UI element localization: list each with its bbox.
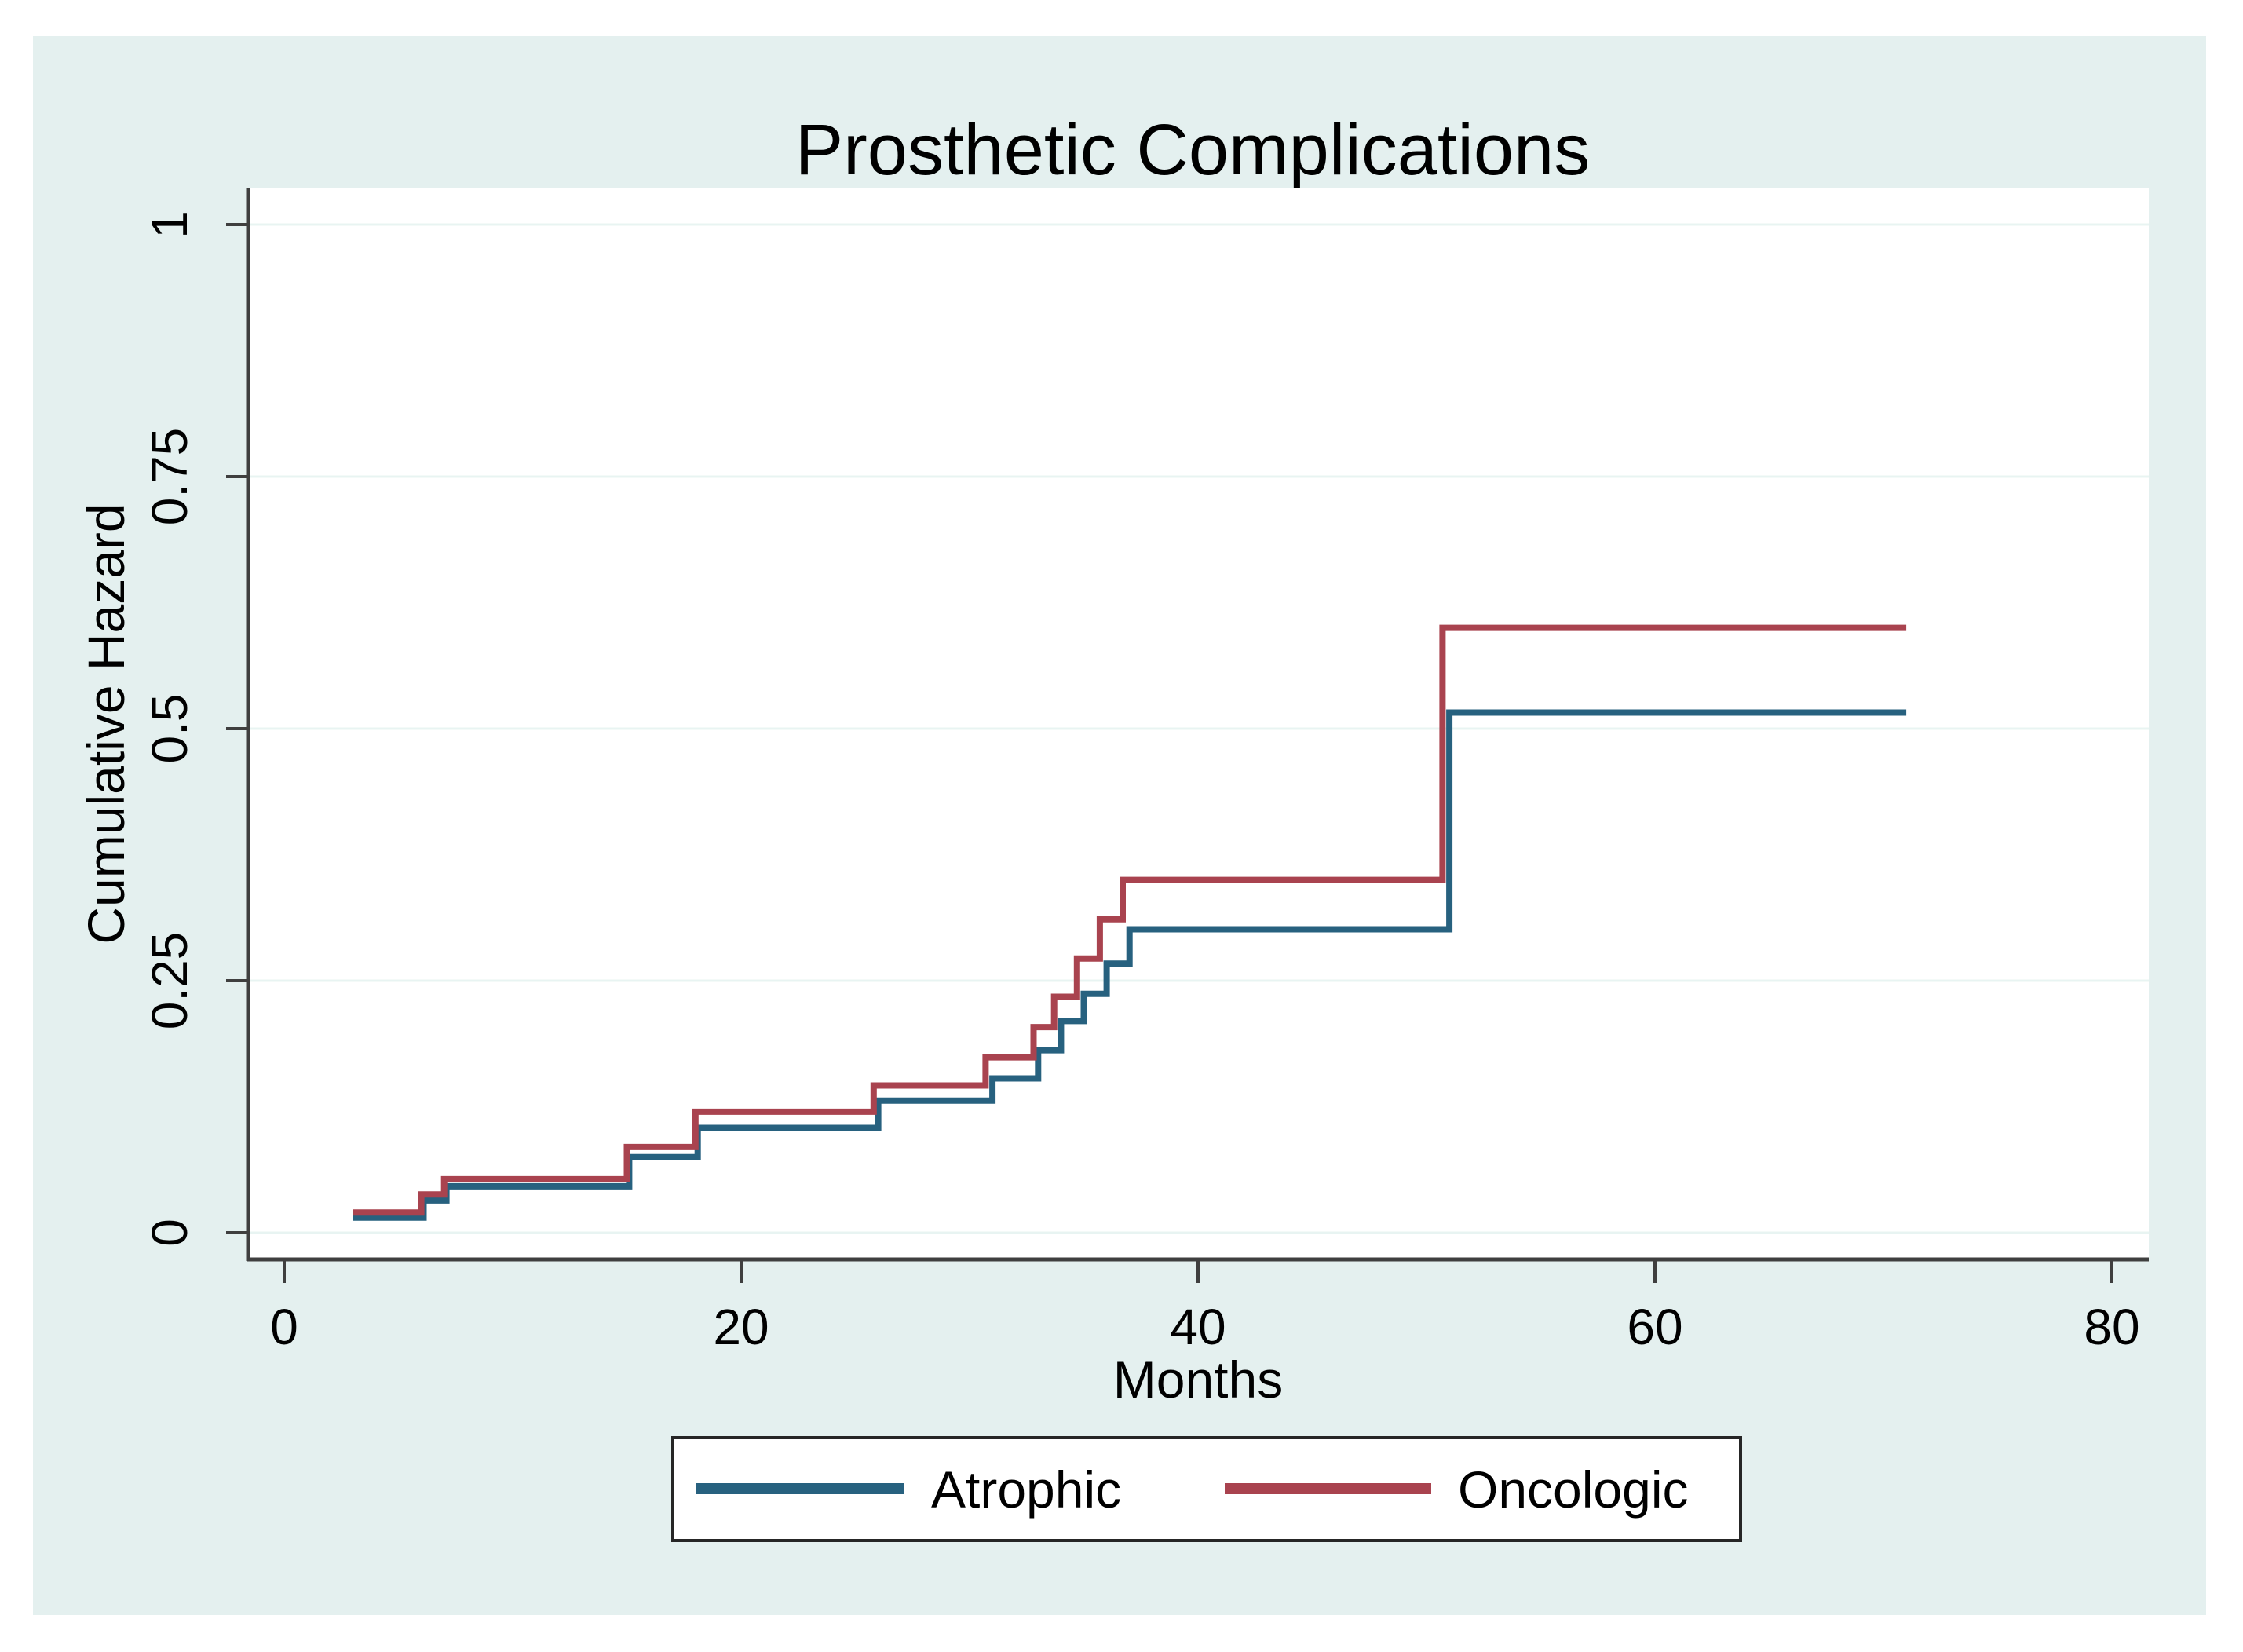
- x-tick-label-60: 60: [1627, 1299, 1682, 1355]
- series-lines: [353, 624, 1907, 1221]
- x-axis-title: Months: [1113, 1350, 1283, 1409]
- legend: Atrophic Oncologic: [671, 1436, 1742, 1542]
- series-line-atrophic: [353, 709, 1907, 1221]
- legend-label-atrophic: Atrophic: [931, 1460, 1121, 1519]
- x-tick-label-80: 80: [2084, 1299, 2139, 1355]
- y-axis-title: Cumulative Hazard: [77, 503, 135, 944]
- y-tick-label-0.75: 0.75: [141, 428, 198, 526]
- gridlines: [248, 223, 2149, 1234]
- y-axis-ticks: 0 0.25 0.5 0.75 1: [141, 210, 248, 1247]
- x-tick-label-40: 40: [1170, 1299, 1226, 1355]
- x-tick-label-0: 0: [270, 1299, 298, 1355]
- series-line-oncologic: [353, 624, 1907, 1216]
- y-tick-label-1: 1: [141, 210, 198, 239]
- legend-label-oncologic: Oncologic: [1458, 1460, 1689, 1519]
- y-tick-label-0.5: 0.5: [141, 694, 198, 764]
- x-tick-label-20: 20: [713, 1299, 769, 1355]
- plot-area: [248, 188, 2149, 1259]
- chart-title: Prosthetic Complications: [795, 110, 1590, 190]
- x-axis-ticks: 0 20 40 60 80: [270, 1259, 2140, 1355]
- y-tick-label-0.25: 0.25: [141, 932, 198, 1030]
- y-tick-label-0: 0: [141, 1219, 198, 1247]
